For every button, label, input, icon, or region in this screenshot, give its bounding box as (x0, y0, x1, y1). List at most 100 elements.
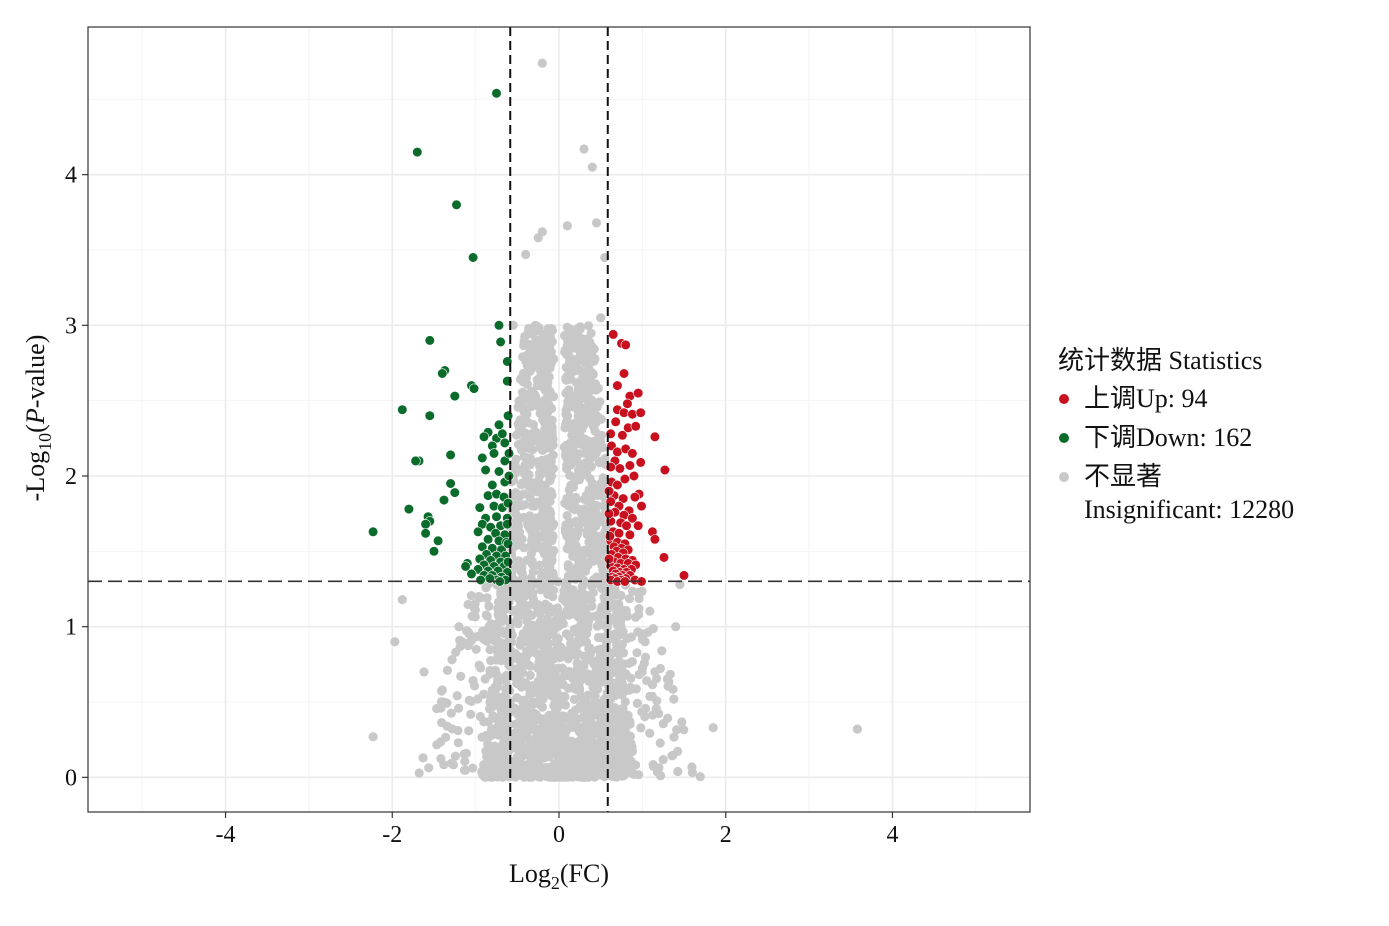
down-point (487, 479, 498, 491)
insignificant-point (525, 493, 535, 503)
insignificant-point (437, 685, 447, 695)
down-point (468, 383, 480, 394)
y-tick-label: 0 (65, 765, 77, 791)
up-point (636, 501, 647, 512)
insignificant-point (557, 672, 568, 683)
insignificant-point (504, 719, 514, 729)
insignificant-point (531, 579, 541, 589)
insignificant-point (520, 369, 530, 379)
insignificant-point (587, 162, 597, 172)
down-point (493, 466, 505, 477)
insignificant-point (549, 680, 559, 691)
insignificant-point (517, 607, 527, 618)
down-point (428, 546, 440, 557)
down-point (445, 449, 456, 461)
down-point (483, 490, 494, 501)
insignificant-point (560, 723, 570, 734)
down-point (424, 410, 435, 421)
insignificant-point (565, 496, 575, 507)
up-point (619, 473, 631, 485)
insignificant-point (515, 428, 525, 438)
insignificant-point (537, 568, 547, 578)
insignificant-point (518, 512, 529, 522)
insignificant-point (512, 678, 522, 689)
insignificant-point (482, 636, 492, 646)
insignificant-point (497, 757, 507, 767)
insignificant-point (677, 717, 687, 727)
insignificant-point (481, 583, 491, 593)
insignificant-point (530, 716, 540, 726)
insignificant-point (530, 354, 540, 365)
insignificant-point (475, 593, 486, 603)
insignificant-point (566, 605, 576, 616)
insignificant-point (632, 698, 643, 709)
insignificant-point (513, 521, 524, 531)
up-point (614, 463, 626, 474)
insignificant-point (505, 637, 515, 648)
insignificant-point (566, 438, 576, 448)
insignificant-point (547, 546, 557, 556)
insignificant-point (624, 594, 635, 604)
insignificant-point (631, 612, 641, 623)
down-point (438, 495, 450, 506)
insignificant-point (486, 751, 496, 761)
insignificant-point (608, 771, 618, 781)
insignificant-point (469, 681, 480, 691)
insignificant-point (574, 449, 584, 459)
insignificant-point (583, 623, 593, 633)
up-point (629, 492, 641, 503)
up-point (603, 508, 615, 519)
insignificant-point (565, 361, 575, 371)
up-point (620, 339, 631, 351)
up-point (628, 470, 640, 482)
up-point (618, 368, 630, 379)
insignificant-point (617, 629, 628, 640)
insignificant-point (594, 743, 604, 753)
insignificant-point (536, 369, 546, 379)
insignificant-point (651, 704, 661, 714)
insignificant-point (562, 402, 573, 412)
insignificant-point (570, 765, 581, 775)
insignificant-point (583, 772, 594, 782)
insignificant-point (559, 588, 570, 598)
insignificant-point (576, 619, 586, 630)
insignificant-point (528, 444, 538, 455)
insignificant-point (569, 482, 579, 492)
insignificant-point (534, 657, 544, 668)
insignificant-point (454, 622, 464, 632)
insignificant-point (665, 669, 675, 679)
insignificant-point (414, 768, 424, 778)
down-point (475, 574, 486, 586)
insignificant-point (538, 677, 549, 688)
up-point (603, 486, 615, 497)
insignificant-point (477, 732, 487, 742)
insignificant-point (592, 621, 602, 631)
x-axis-title-tail: (FC) (560, 859, 609, 888)
insignificant-point (521, 249, 531, 260)
threshold-lines (88, 27, 1030, 812)
up-point (617, 430, 628, 441)
insignificant-point (593, 542, 603, 552)
insignificant-point (486, 743, 496, 754)
insignificant-point (667, 751, 677, 761)
legend-item-down: 下调Down: 162 (1058, 421, 1378, 454)
insignificant-point (432, 704, 442, 714)
insignificant-point (560, 711, 570, 721)
insignificant-point (687, 768, 698, 778)
insignificant-point (622, 717, 632, 727)
insignificant-point (550, 717, 560, 727)
insignificant-point (604, 615, 614, 626)
insignificant-point (470, 605, 480, 615)
up-point (612, 380, 623, 391)
insignificant-point (560, 700, 571, 710)
x-tick-label: 2 (720, 822, 732, 848)
legend-label-up: 上调Up: 94 (1084, 384, 1208, 413)
down-point (424, 335, 435, 346)
insignificant-point (536, 468, 546, 478)
insignificant-point (547, 556, 557, 567)
insignificant-point (436, 697, 447, 707)
x-axis-title-subscript: 2 (551, 873, 560, 893)
insignificant-point (447, 724, 457, 734)
insignificant-point (509, 605, 519, 616)
insignificant-point (658, 719, 668, 729)
